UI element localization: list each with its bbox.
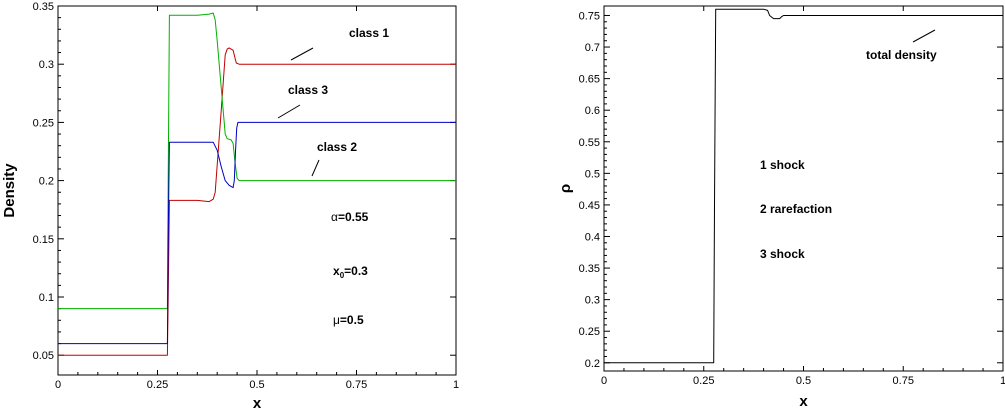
- alpha-annotation: α=0.55: [331, 210, 369, 224]
- right-y-tick-label: 0.6: [585, 105, 600, 117]
- left-x-tick-label: 1: [453, 379, 459, 391]
- right-x-tick-label: 0.25: [693, 375, 714, 387]
- left-y-tick-label: 0.25: [33, 117, 54, 129]
- left-x-tick-label: 0: [55, 379, 61, 391]
- left-y-tick-label: 0.3: [39, 59, 54, 71]
- left-y-axis-title: Density: [1, 163, 18, 218]
- total-density-leader-line: [912, 29, 936, 43]
- left-x-axis-title: x: [253, 395, 262, 412]
- right-y-tick-label: 0.35: [579, 263, 600, 275]
- x0-value: =0.3: [344, 264, 368, 278]
- x0-subscript: 0: [340, 271, 345, 280]
- left-y-tick-label: 0.15: [33, 234, 54, 246]
- mu-annotation: μ=0.5: [333, 313, 364, 327]
- right-x-tick-label: 0.75: [893, 375, 914, 387]
- right-y-tick-label: 0.55: [579, 137, 600, 149]
- right-y-tick-label: 0.2: [585, 358, 600, 370]
- class2-label: class 2: [317, 140, 357, 154]
- right-y-tick-label: 0.25: [579, 326, 600, 338]
- right-ticks: 0 0.25 0.5 0.75 1 0.2 0.25 0.3 0.35 0.4 0.45 0.5 0.5…: [579, 6, 1005, 387]
- mu-symbol: μ: [333, 313, 340, 327]
- left-y-tick-label: 0.35: [33, 1, 54, 13]
- series-class-2-line: [58, 12, 456, 310]
- left-y-tick-label: 0.2: [39, 176, 54, 188]
- left-y-tick-label: 0.05: [33, 350, 54, 362]
- left-x-tick-label: 0.75: [346, 379, 367, 391]
- class3-label: class 3: [288, 83, 328, 97]
- left-y-tick-label: 0.1: [39, 292, 54, 304]
- alpha-value: =0.55: [338, 210, 369, 224]
- right-x-tick-label: 1: [1000, 375, 1005, 387]
- x0-symbol: x: [333, 264, 340, 278]
- right-y-tick-label: 0.7: [585, 42, 600, 54]
- right-y-tick-label: 0.45: [579, 200, 600, 212]
- right-y-tick-label: 0.3: [585, 295, 600, 307]
- alpha-symbol: α: [331, 210, 338, 224]
- series-class-3-line: [58, 121, 456, 345]
- class2-leader-line: [311, 159, 320, 177]
- class3-leader-line: [277, 104, 301, 119]
- left-series-lines: [58, 12, 456, 356]
- right-x-tick-label: 0: [601, 375, 607, 387]
- right-y-axis-title: ρ: [557, 184, 574, 193]
- mu-value: =0.5: [340, 313, 364, 327]
- series-total-density-line: [604, 8, 1003, 364]
- right-y-tick-label: 0.4: [585, 231, 600, 243]
- class1-leader-line: [290, 47, 314, 61]
- left-plot-frame: [57, 5, 457, 376]
- left-x-tick-label: 0.5: [249, 379, 264, 391]
- right-chart: 0 0.25 0.5 0.75 1 0.2 0.25 0.3 0.35 0.4 0.45 0.5 0.5…: [557, 5, 1005, 410]
- rarefaction2-label: 2 rarefaction: [760, 202, 832, 216]
- shock3-label: 3 shock: [760, 247, 805, 261]
- left-ticks: 0 0.25 0.5 0.75 1 0.05 0.1 0.15 0.2 0.25 0.3 0.35: [33, 1, 459, 391]
- left-chart: 0 0.25 0.5 0.75 1 0.05 0.1 0.15 0.2 0.25 0.3 0.35 x…: [1, 1, 459, 412]
- left-x-tick-label: 0.25: [147, 379, 168, 391]
- right-y-tick-label: 0.5: [585, 168, 600, 180]
- x0-annotation: x0=0.3: [333, 264, 368, 280]
- series-class-1-line: [58, 47, 456, 356]
- class1-label: class 1: [349, 26, 389, 40]
- total-density-label: total density: [866, 48, 937, 62]
- right-y-tick-label: 0.75: [579, 10, 600, 22]
- right-x-tick-label: 0.5: [796, 375, 811, 387]
- right-y-tick-label: 0.65: [579, 74, 600, 86]
- right-x-axis-title: x: [799, 393, 808, 410]
- right-series-lines: [604, 8, 1003, 364]
- right-plot-frame: [603, 5, 1004, 372]
- shock1-label: 1 shock: [760, 158, 805, 172]
